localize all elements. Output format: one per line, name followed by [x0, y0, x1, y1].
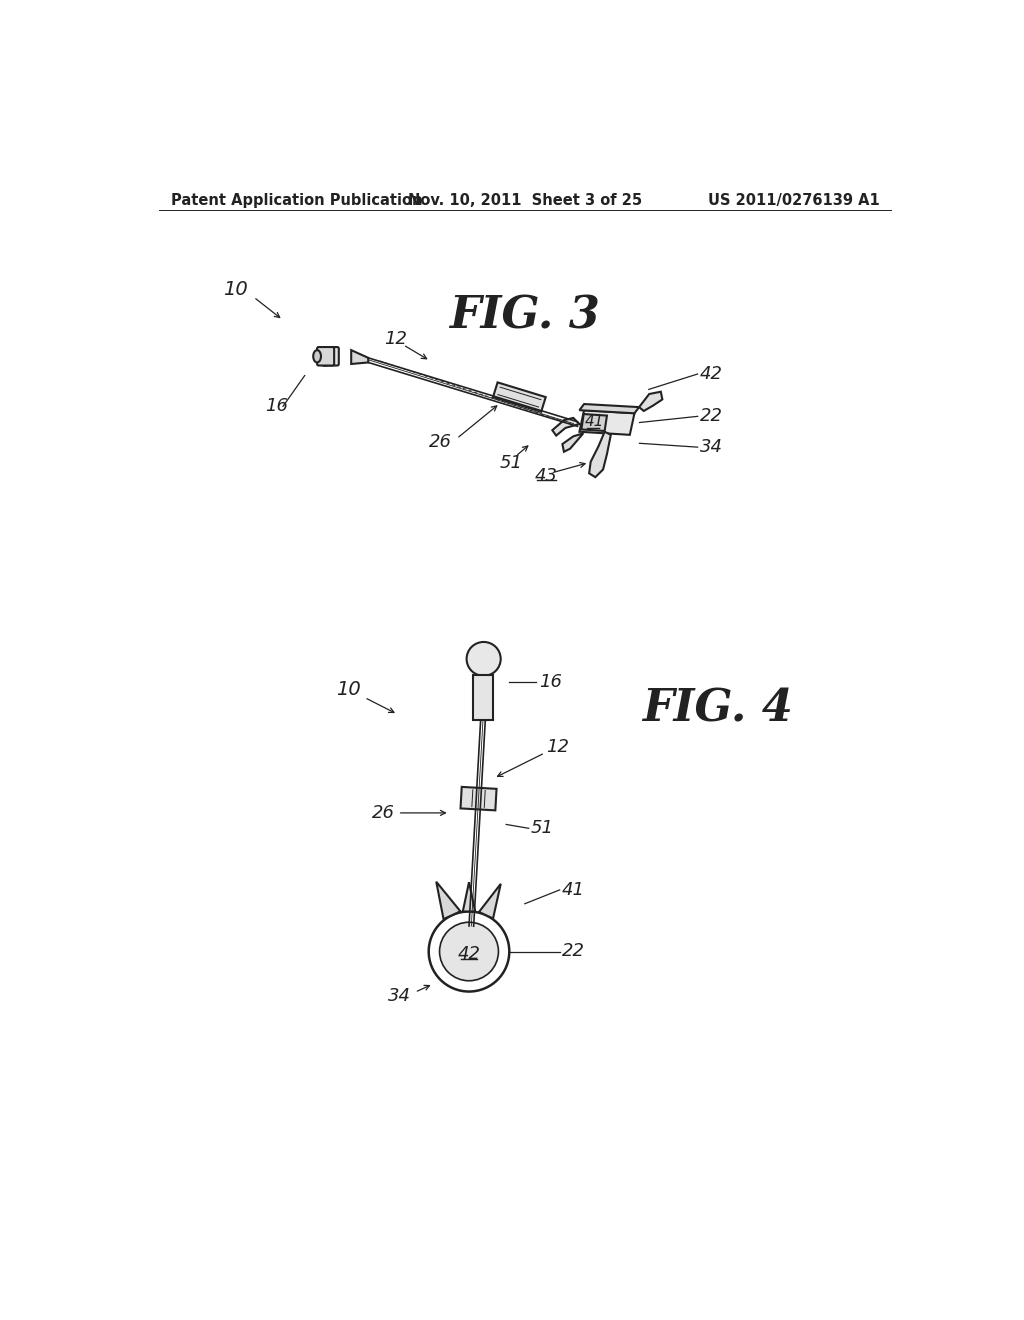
- Polygon shape: [436, 882, 461, 919]
- FancyBboxPatch shape: [322, 347, 339, 366]
- Text: 34: 34: [700, 438, 723, 457]
- Ellipse shape: [313, 350, 321, 363]
- FancyBboxPatch shape: [493, 383, 546, 412]
- Text: 12: 12: [384, 330, 407, 348]
- Polygon shape: [351, 350, 369, 364]
- Polygon shape: [639, 392, 663, 411]
- Ellipse shape: [318, 347, 333, 366]
- FancyBboxPatch shape: [461, 787, 497, 810]
- Text: 51: 51: [500, 454, 523, 471]
- Text: 26: 26: [373, 804, 395, 822]
- Text: 41: 41: [585, 414, 604, 429]
- Text: 42: 42: [700, 366, 723, 383]
- Polygon shape: [582, 414, 607, 430]
- Text: Patent Application Publication: Patent Application Publication: [171, 193, 422, 209]
- Circle shape: [439, 923, 499, 981]
- Text: US 2011/0276139 A1: US 2011/0276139 A1: [708, 193, 880, 209]
- Text: 42: 42: [458, 945, 480, 962]
- FancyBboxPatch shape: [473, 675, 494, 719]
- Text: 41: 41: [562, 880, 585, 899]
- Text: 22: 22: [700, 408, 723, 425]
- Text: 43: 43: [535, 467, 558, 484]
- Polygon shape: [463, 882, 475, 911]
- Polygon shape: [580, 404, 639, 413]
- Text: 10: 10: [336, 680, 360, 700]
- Polygon shape: [580, 411, 635, 434]
- Text: FIG. 3: FIG. 3: [450, 294, 600, 338]
- Text: 16: 16: [539, 673, 562, 690]
- Polygon shape: [552, 418, 580, 436]
- Text: Nov. 10, 2011  Sheet 3 of 25: Nov. 10, 2011 Sheet 3 of 25: [408, 193, 642, 209]
- Text: 16: 16: [265, 397, 289, 416]
- Polygon shape: [479, 884, 501, 919]
- FancyBboxPatch shape: [317, 347, 334, 366]
- Text: 26: 26: [429, 433, 452, 450]
- Text: 10: 10: [223, 280, 248, 298]
- Text: 22: 22: [562, 942, 585, 961]
- Text: 34: 34: [388, 987, 411, 1005]
- Circle shape: [467, 642, 501, 676]
- Text: 12: 12: [547, 738, 569, 756]
- Text: FIG. 4: FIG. 4: [642, 688, 793, 730]
- Text: 51: 51: [531, 820, 554, 837]
- Polygon shape: [562, 433, 584, 451]
- Polygon shape: [589, 432, 611, 478]
